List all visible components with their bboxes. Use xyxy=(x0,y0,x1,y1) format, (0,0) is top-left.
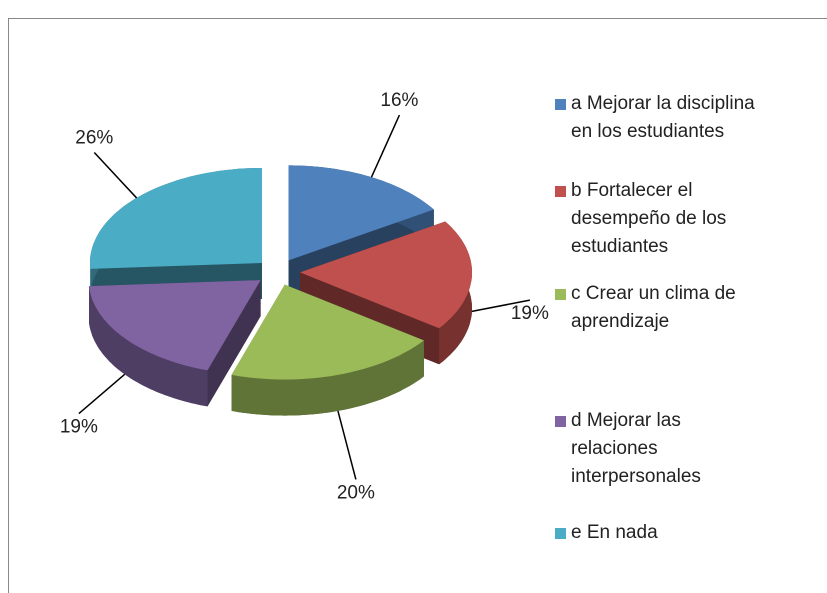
chart-frame xyxy=(8,18,827,593)
slice-top xyxy=(288,165,434,261)
data-label: 19% xyxy=(60,417,98,438)
slice-top xyxy=(90,168,262,269)
leader-line xyxy=(337,410,357,480)
legend-item: d Mejorar las relaciones interpersonales xyxy=(555,407,765,491)
legend-item: e En nada xyxy=(555,519,765,547)
legend-item: a Mejorar la disciplina en los estudiant… xyxy=(555,90,765,146)
slice-wall xyxy=(89,286,208,407)
legend-label: e En nada xyxy=(571,522,658,543)
legend-item: b Fortalecer el desempeño de los estudia… xyxy=(555,177,765,261)
legend-swatch xyxy=(555,528,566,539)
leader-line xyxy=(471,299,531,313)
legend-label: c Crear un clima de aprendizaje xyxy=(571,283,736,332)
leader-line xyxy=(93,152,138,199)
legend-swatch xyxy=(555,416,566,427)
slice-top xyxy=(231,284,424,380)
legend-label: a Mejorar la disciplina en los estudiant… xyxy=(571,93,755,142)
data-label: 26% xyxy=(75,128,113,149)
legend-swatch xyxy=(555,99,566,110)
slice-top xyxy=(300,221,472,329)
legend-label: d Mejorar las relaciones interpersonales xyxy=(571,410,701,487)
legend-item: c Crear un clima de aprendizaje xyxy=(555,280,765,336)
slice xyxy=(90,168,262,305)
data-label: 16% xyxy=(380,90,418,111)
data-label: 19% xyxy=(511,303,549,324)
legend-swatch xyxy=(555,186,566,197)
slice-wall xyxy=(231,340,424,416)
data-label: 20% xyxy=(337,482,375,503)
leader-line xyxy=(78,373,126,415)
legend-swatch xyxy=(555,289,566,300)
legend-label: b Fortalecer el desempeño de los estudia… xyxy=(571,180,727,257)
slice-top xyxy=(89,280,261,371)
leader-line xyxy=(370,114,401,178)
slice xyxy=(89,280,261,407)
slice xyxy=(231,284,424,416)
